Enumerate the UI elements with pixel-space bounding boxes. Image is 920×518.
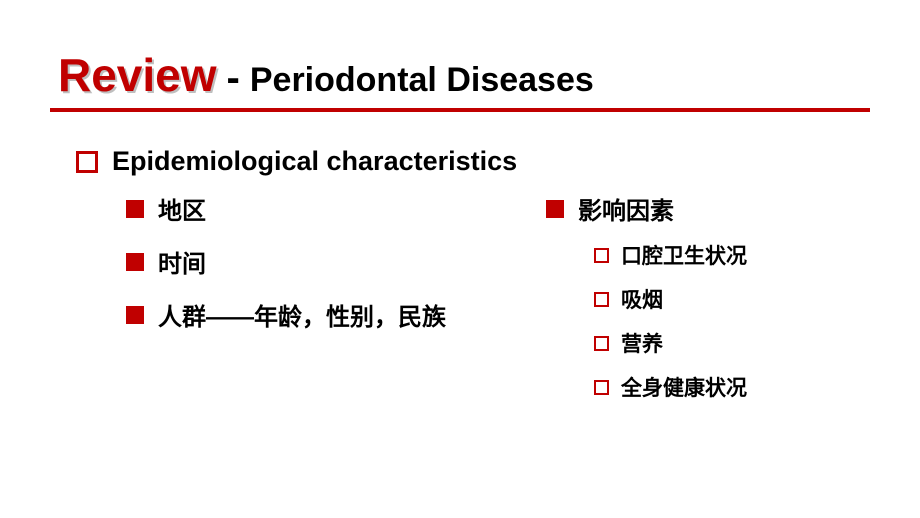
sub-list: 口腔卫生状况 吸烟 营养 全身健康状况 <box>594 240 846 402</box>
small-hollow-bullet-icon <box>594 336 609 351</box>
filled-square-bullet-icon <box>126 253 144 271</box>
small-hollow-bullet-icon <box>594 380 609 395</box>
section-heading: Epidemiological characteristics <box>112 146 517 177</box>
hollow-square-bullet-icon <box>76 151 98 173</box>
title-topic: Periodontal Diseases <box>250 61 594 100</box>
list-item: 人群——年龄，性别，民族 <box>126 297 486 332</box>
sub-item: 全身健康状况 <box>594 372 846 402</box>
title-row: Review Review - Periodontal Diseases <box>58 48 870 102</box>
title-review-main: Review <box>58 49 217 101</box>
item-text: 时间 <box>158 244 206 279</box>
list-item: 地区 <box>126 191 486 226</box>
list-item: 影响因素 <box>546 191 846 226</box>
title-underline <box>50 108 870 112</box>
filled-square-bullet-icon <box>546 200 564 218</box>
columns: 地区 时间 人群——年龄，性别，民族 影响因素 口腔卫生状况 <box>126 191 870 416</box>
sub-item: 吸烟 <box>594 284 846 314</box>
sub-item: 营养 <box>594 328 846 358</box>
small-hollow-bullet-icon <box>594 248 609 263</box>
right-column: 影响因素 口腔卫生状况 吸烟 营养 全身健康状况 <box>546 191 846 416</box>
sub-text: 吸烟 <box>621 284 663 314</box>
filled-square-bullet-icon <box>126 200 144 218</box>
small-hollow-bullet-icon <box>594 292 609 307</box>
right-heading: 影响因素 <box>578 191 674 226</box>
filled-square-bullet-icon <box>126 306 144 324</box>
list-item: 时间 <box>126 244 486 279</box>
left-column: 地区 时间 人群——年龄，性别，民族 <box>126 191 486 416</box>
section-heading-row: Epidemiological characteristics <box>76 146 870 177</box>
sub-text: 营养 <box>621 328 663 358</box>
sub-item: 口腔卫生状况 <box>594 240 846 270</box>
title-dash: - <box>227 56 240 101</box>
sub-text: 口腔卫生状况 <box>621 240 747 270</box>
slide: Review Review - Periodontal Diseases Epi… <box>0 0 920 518</box>
item-text: 地区 <box>158 191 206 226</box>
title-review: Review Review <box>58 48 217 102</box>
sub-text: 全身健康状况 <box>621 372 747 402</box>
item-text: 人群——年龄，性别，民族 <box>158 297 446 332</box>
